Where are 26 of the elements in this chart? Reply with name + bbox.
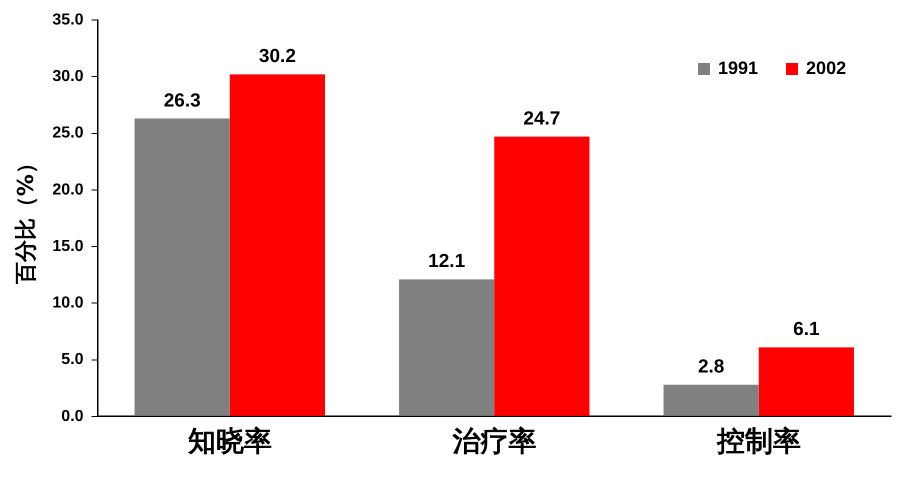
x-tick-label: 控制率 bbox=[716, 424, 801, 458]
y-tick-label: 35.0 bbox=[52, 11, 84, 28]
bar bbox=[230, 74, 325, 416]
x-tick-label: 治疗率 bbox=[451, 424, 536, 458]
data-label: 12.1 bbox=[428, 251, 466, 272]
data-label: 2.8 bbox=[698, 356, 724, 378]
y-tick-label: 15.0 bbox=[52, 238, 84, 255]
data-label: 24.7 bbox=[523, 108, 560, 130]
y-tick-label: 25.0 bbox=[52, 124, 84, 142]
y-axis-title: 百分比（%） bbox=[14, 152, 39, 286]
data-label: 30.2 bbox=[258, 46, 296, 68]
data-label: 26.3 bbox=[164, 90, 201, 112]
y-tick-label: 10.0 bbox=[52, 294, 84, 312]
legend-label: 2002 bbox=[806, 58, 846, 79]
y-tick-label: 5.0 bbox=[61, 351, 84, 368]
y-tick-label: 30.0 bbox=[52, 68, 84, 86]
bar bbox=[758, 347, 854, 416]
bar bbox=[664, 384, 759, 416]
y-tick-label: 0.0 bbox=[61, 408, 84, 425]
bar bbox=[399, 279, 494, 416]
legend-label: 1991 bbox=[718, 58, 758, 79]
data-label: 6.1 bbox=[793, 319, 820, 340]
bar bbox=[494, 136, 590, 416]
y-tick-label: 20.0 bbox=[52, 181, 84, 198]
x-tick-label: 知晓率 bbox=[186, 424, 272, 458]
bar bbox=[134, 118, 230, 416]
